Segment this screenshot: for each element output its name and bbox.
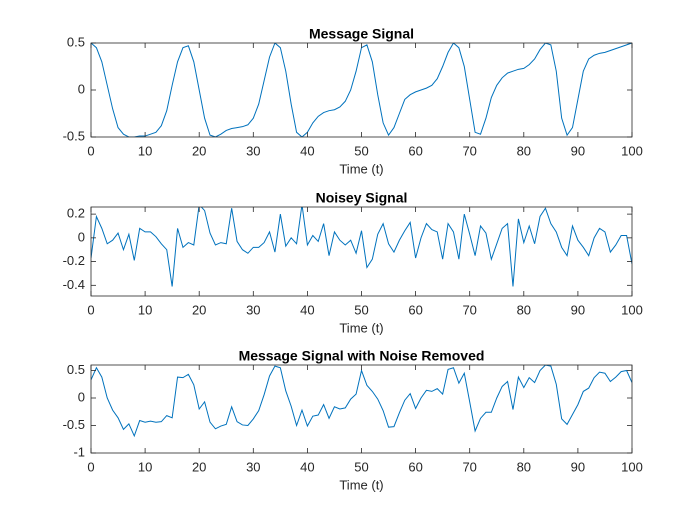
axes-bg	[91, 365, 632, 453]
signal-line	[91, 365, 632, 438]
x-tick-label: 20	[192, 143, 206, 158]
x-axis-label: Time (t)	[339, 320, 383, 335]
x-tick-label: 40	[300, 302, 314, 317]
y-tick-label: -0.2	[63, 253, 85, 268]
x-tick-label: 100	[621, 302, 643, 317]
x-tick-label: 90	[571, 302, 585, 317]
subplot-title: Noisey Signal	[316, 190, 408, 206]
x-tick-label: 60	[408, 459, 422, 474]
x-tick-label: 50	[354, 302, 368, 317]
x-tick-label: 100	[621, 459, 643, 474]
x-tick-label: 90	[571, 143, 585, 158]
y-tick-label: -0.5	[63, 128, 85, 143]
y-tick-label: 0	[78, 229, 85, 244]
subplot-title: Message Signal	[309, 26, 414, 42]
x-tick-label: 50	[354, 143, 368, 158]
axes-bg	[91, 43, 632, 137]
y-tick-label: 0.5	[67, 34, 85, 49]
x-tick-label: 80	[517, 302, 531, 317]
x-tick-label: 40	[300, 459, 314, 474]
subplot-title: Message Signal with Noise Removed	[239, 348, 485, 364]
x-tick-label: 60	[408, 143, 422, 158]
x-axis-label: Time (t)	[339, 161, 383, 176]
x-tick-label: 30	[246, 143, 260, 158]
x-tick-label: 70	[462, 143, 476, 158]
axes-bg	[91, 207, 632, 296]
x-tick-label: 40	[300, 143, 314, 158]
x-tick-label: 10	[138, 143, 152, 158]
x-tick-label: 0	[87, 302, 94, 317]
x-tick-label: 80	[517, 143, 531, 158]
y-tick-label: 0.2	[67, 206, 85, 221]
x-tick-label: 0	[87, 143, 94, 158]
y-tick-label: -0.4	[63, 277, 85, 292]
x-tick-label: 100	[621, 143, 643, 158]
x-tick-label: 70	[462, 459, 476, 474]
x-tick-label: 10	[138, 302, 152, 317]
x-tick-label: 30	[246, 459, 260, 474]
signal-line	[91, 207, 632, 287]
x-tick-label: 0	[87, 459, 94, 474]
x-tick-label: 90	[571, 459, 585, 474]
x-tick-label: 80	[517, 459, 531, 474]
y-tick-label: 0	[78, 389, 85, 404]
x-tick-label: 20	[192, 302, 206, 317]
x-axis-label: Time (t)	[339, 477, 383, 492]
y-tick-label: -0.5	[63, 417, 85, 432]
x-tick-label: 50	[354, 459, 368, 474]
x-tick-label: 70	[462, 302, 476, 317]
x-tick-label: 30	[246, 302, 260, 317]
y-tick-label: 0	[78, 81, 85, 96]
y-tick-label: 0.5	[67, 362, 85, 377]
y-tick-label: -1	[73, 444, 85, 459]
x-tick-label: 60	[408, 302, 422, 317]
x-tick-label: 20	[192, 459, 206, 474]
x-tick-label: 10	[138, 459, 152, 474]
